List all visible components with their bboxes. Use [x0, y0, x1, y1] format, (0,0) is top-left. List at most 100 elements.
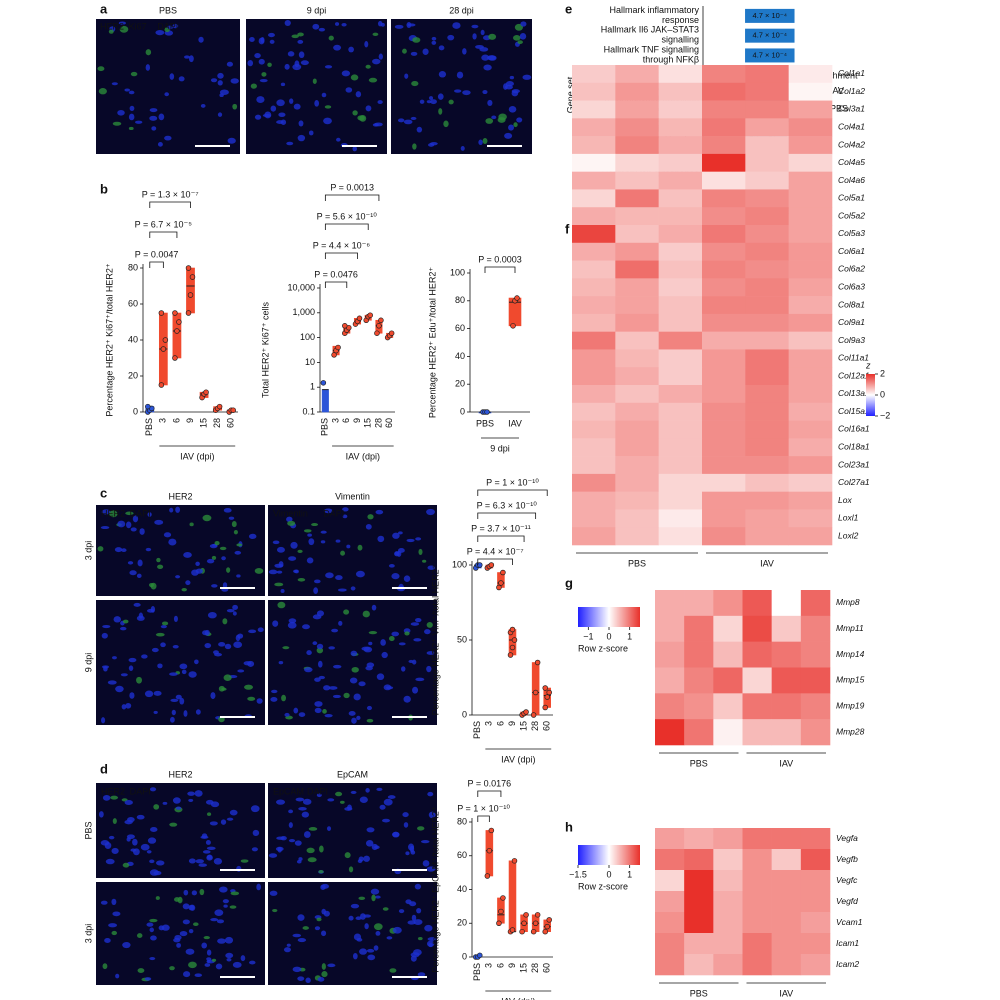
nucleus — [358, 681, 366, 687]
heatmap-cell — [771, 667, 802, 694]
heatmap-cell — [742, 590, 772, 617]
nucleus — [249, 960, 256, 965]
nucleus — [509, 75, 515, 80]
heatmap-cell — [788, 189, 833, 208]
heatmap-cell — [745, 225, 789, 244]
heatmap-cell — [572, 349, 616, 368]
nucleus — [415, 537, 422, 541]
nucleus — [100, 840, 110, 846]
gene-label: Mmp11 — [836, 623, 864, 633]
nucleus — [161, 924, 170, 931]
micrograph — [246, 19, 387, 154]
nucleus — [172, 23, 179, 29]
nucleus — [172, 797, 181, 804]
legend-title: Enrichment — [812, 70, 858, 80]
nucleus — [431, 40, 437, 45]
nucleus — [288, 822, 293, 829]
heatmap-cell — [745, 456, 789, 475]
heatmap-cell — [572, 367, 616, 386]
y-tick-label: 20 — [457, 918, 467, 928]
nucleus — [383, 684, 392, 691]
nucleus — [394, 551, 400, 557]
heatmap-cell — [615, 278, 659, 297]
data-point — [542, 704, 548, 711]
data-point — [498, 580, 504, 586]
nucleus — [333, 664, 342, 669]
significance-bracket — [477, 558, 513, 565]
nucleus — [328, 646, 335, 650]
nucleus — [112, 656, 117, 660]
nucleus — [438, 71, 447, 78]
p-value: P = 1 × 10⁻¹⁰ — [457, 803, 510, 813]
gene-label: Col4a1 — [838, 121, 865, 131]
box — [531, 662, 540, 716]
heatmap-cell — [658, 260, 703, 279]
nucleus — [102, 794, 111, 801]
heatmap-cell — [745, 367, 789, 386]
nucleus — [232, 103, 238, 110]
nucleus — [409, 901, 417, 907]
heatmap-cell — [658, 509, 703, 528]
data-point — [172, 310, 178, 316]
heatmap-cell — [788, 385, 833, 404]
heatmap-cell — [702, 402, 746, 421]
heatmap-cell — [702, 331, 746, 350]
nucleus — [334, 22, 340, 26]
nucleus — [412, 686, 419, 694]
data-point — [511, 858, 518, 864]
data-point — [500, 569, 506, 576]
nucleus — [183, 710, 188, 717]
data-point — [546, 689, 552, 696]
data-point — [523, 709, 529, 715]
nucleus — [201, 942, 208, 949]
data-point — [519, 928, 525, 935]
nucleus — [281, 694, 287, 702]
gene-label: Mmp28 — [836, 726, 865, 736]
data-point — [160, 346, 167, 352]
nucleus — [139, 528, 145, 535]
nucleus — [284, 20, 291, 26]
x-tick-label: PBS — [320, 418, 330, 436]
nucleus — [341, 22, 347, 27]
channel-label: DAPI — [157, 21, 178, 31]
heatmap-cell — [745, 473, 789, 492]
nucleus — [111, 898, 117, 906]
y-tick-label: 40 — [128, 334, 138, 344]
heatmap-cell — [745, 65, 789, 84]
significance-bracket — [484, 266, 516, 273]
nucleus — [346, 544, 351, 549]
significance-bracket — [477, 790, 502, 797]
nucleus — [456, 71, 464, 79]
nucleus — [331, 628, 339, 633]
nucleus — [136, 615, 145, 621]
box — [508, 860, 517, 932]
nucleus — [406, 538, 415, 543]
significance-bracket — [324, 194, 380, 201]
nucleus — [183, 971, 191, 978]
nucleus — [188, 671, 197, 678]
heatmap-cell — [572, 491, 616, 510]
heatmap-cell — [702, 136, 746, 155]
x-tick-label: 60 — [542, 721, 552, 731]
heatmap-cell — [788, 207, 833, 226]
nucleus — [226, 567, 231, 573]
nucleus — [339, 800, 345, 804]
nucleus — [355, 916, 362, 921]
heatmap-cell — [800, 849, 831, 871]
nucleus — [313, 587, 319, 595]
nucleus — [372, 58, 381, 65]
heatmap-cell — [788, 225, 833, 244]
channel-label: EpCAM — [273, 786, 304, 796]
heatmap-cell — [745, 420, 789, 439]
nucleus — [403, 822, 409, 828]
nucleus — [365, 840, 374, 847]
y-tick-label: 1 — [310, 382, 315, 392]
heatmap-cell — [788, 260, 833, 279]
heatmap-cell — [572, 402, 616, 421]
nucleus — [129, 105, 135, 111]
heatmap-cell — [615, 153, 659, 172]
nucleus — [312, 641, 318, 646]
heatmap-cell — [572, 473, 616, 492]
x-tick-label: 3 — [484, 963, 494, 968]
nucleus — [114, 547, 123, 553]
